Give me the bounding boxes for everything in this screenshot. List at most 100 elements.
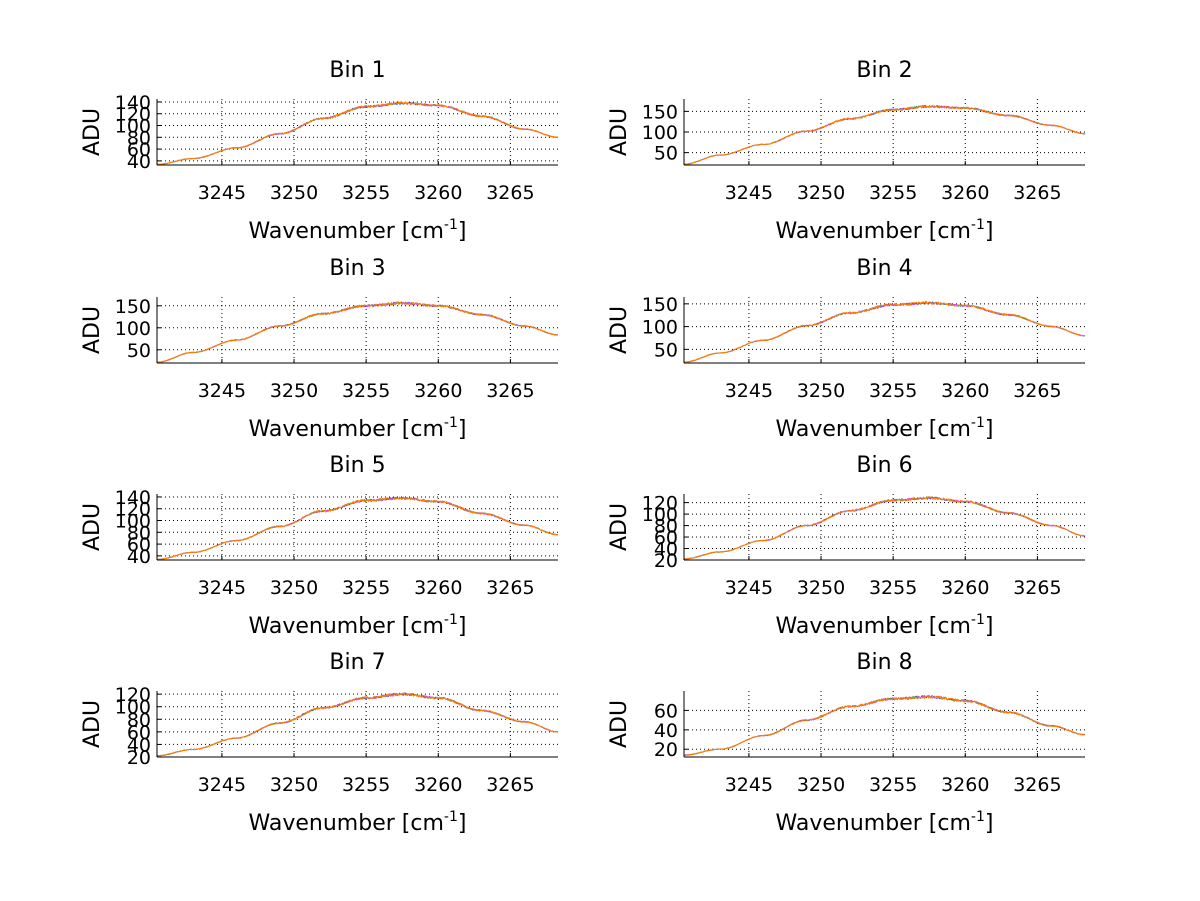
x-tick-label: 3255: [342, 577, 390, 599]
y-axis-label: ADU: [607, 700, 632, 748]
y-tick-label: 100: [115, 318, 151, 340]
x-tick-label: 3260: [414, 577, 462, 599]
y-tick-label: 80: [127, 127, 151, 149]
x-tick-label: 3260: [414, 182, 462, 204]
x-tick-label: 3250: [270, 577, 318, 599]
series-line: [157, 496, 559, 561]
subplot-title: Bin 2: [856, 58, 912, 83]
subplot-title: Bin 6: [856, 453, 912, 478]
x-tick-label: 3255: [869, 182, 917, 204]
x-tick-label: 3245: [198, 380, 246, 402]
x-tick-label: 3260: [414, 380, 462, 402]
x-tick-label: 3245: [198, 182, 246, 204]
y-tick-label: 20: [654, 550, 678, 572]
x-tick-label: 3260: [414, 774, 462, 796]
series-line: [156, 301, 558, 363]
y-axis-label: ADU: [80, 108, 105, 156]
series-line: [683, 301, 1086, 363]
series-line: [156, 101, 559, 165]
y-tick-label: 80: [654, 516, 678, 538]
x-tick-label: 3245: [198, 577, 246, 599]
y-tick-label: 140: [115, 92, 151, 114]
x-tick-label: 3250: [270, 182, 318, 204]
y-tick-label: 20: [654, 739, 678, 761]
y-tick-label: 100: [115, 116, 151, 138]
x-axis-label: Wavenumber [cm-1]: [249, 612, 467, 639]
y-tick-label: 100: [115, 697, 151, 719]
x-tick-label: 3250: [797, 774, 845, 796]
y-tick-label: 80: [127, 522, 151, 544]
y-tick-label: 60: [127, 534, 151, 556]
series-line: [683, 695, 1086, 756]
series-line: [683, 104, 1086, 165]
y-tick-label: 50: [127, 340, 151, 362]
x-tick-label: 3255: [342, 774, 390, 796]
x-tick-label: 3260: [941, 380, 989, 402]
x-axis-label: Wavenumber [cm-1]: [776, 809, 994, 836]
x-axis-label: Wavenumber [cm-1]: [776, 415, 994, 442]
y-tick-label: 100: [642, 317, 678, 339]
y-tick-label: 100: [115, 511, 151, 533]
x-tick-label: 3250: [797, 380, 845, 402]
x-tick-label: 3255: [869, 774, 917, 796]
subplot-title: Bin 7: [329, 650, 385, 675]
y-tick-label: 60: [654, 527, 678, 549]
series-line: [156, 692, 559, 757]
y-tick-label: 40: [127, 151, 151, 173]
series-line: [683, 301, 1086, 363]
y-axis-label: ADU: [607, 108, 632, 156]
subplot-title: Bin 4: [856, 256, 912, 281]
series-line: [156, 692, 559, 757]
y-tick-label: 40: [654, 539, 678, 561]
x-tick-label: 3250: [797, 577, 845, 599]
y-tick-label: 120: [115, 499, 151, 521]
y-axis-label: ADU: [80, 503, 105, 551]
subplot-title: Bin 8: [856, 650, 912, 675]
x-tick-label: 3265: [1013, 577, 1061, 599]
y-tick-label: 50: [654, 143, 678, 165]
y-axis-label: ADU: [80, 306, 105, 354]
x-tick-label: 3245: [725, 577, 773, 599]
x-axis-label: Wavenumber [cm-1]: [776, 217, 994, 244]
series-line: [683, 105, 1086, 165]
x-tick-label: 3250: [270, 380, 318, 402]
subplot-title: Bin 3: [329, 256, 385, 281]
x-tick-label: 3265: [1013, 774, 1061, 796]
series-line: [683, 104, 1086, 165]
series-line: [683, 496, 1086, 560]
series-line: [157, 301, 559, 363]
y-tick-label: 120: [115, 104, 151, 126]
series-line: [683, 300, 1086, 363]
series-line: [683, 300, 1086, 363]
y-tick-label: 100: [642, 504, 678, 526]
x-tick-label: 3255: [869, 577, 917, 599]
series-line: [156, 101, 559, 166]
subplot-title: Bin 1: [329, 58, 385, 83]
x-tick-label: 3245: [725, 182, 773, 204]
y-axis-label: ADU: [607, 306, 632, 354]
x-axis-label: Wavenumber [cm-1]: [249, 217, 467, 244]
y-tick-label: 120: [115, 684, 151, 706]
y-axis-label: ADU: [80, 700, 105, 748]
series-line: [683, 496, 1086, 560]
series-line: [157, 101, 559, 166]
x-tick-label: 3250: [270, 774, 318, 796]
series-line: [683, 496, 1086, 560]
x-tick-label: 3245: [725, 774, 773, 796]
x-tick-label: 3260: [941, 577, 989, 599]
series-line: [683, 694, 1086, 756]
y-tick-label: 150: [115, 296, 151, 318]
x-axis-label: Wavenumber [cm-1]: [249, 809, 467, 836]
series-line: [156, 301, 559, 363]
y-tick-label: 150: [642, 294, 678, 316]
x-tick-label: 3255: [342, 380, 390, 402]
y-tick-label: 80: [127, 709, 151, 731]
series-line: [156, 496, 559, 561]
subplot-title: Bin 5: [329, 453, 385, 478]
x-tick-label: 3265: [1013, 182, 1061, 204]
y-tick-label: 60: [127, 139, 151, 161]
